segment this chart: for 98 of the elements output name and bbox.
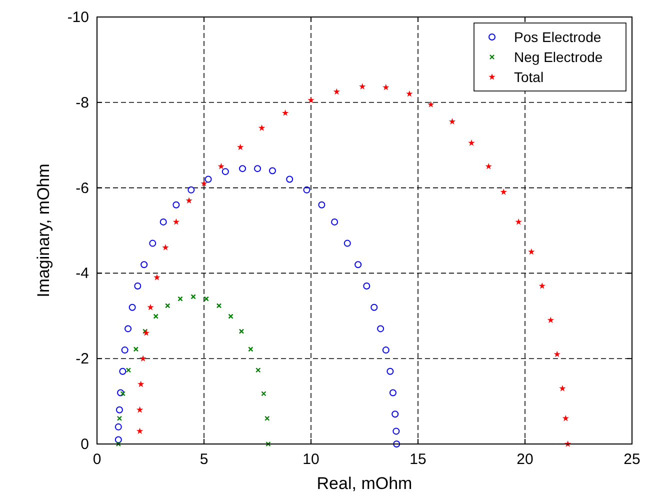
x-tick-label: 15 — [410, 451, 426, 468]
point — [392, 410, 399, 418]
point — [266, 441, 271, 447]
point — [393, 440, 400, 448]
point — [256, 368, 261, 373]
point — [318, 201, 326, 208]
y-tick-label: -4 — [76, 265, 89, 282]
point — [427, 101, 434, 108]
y-tick-label: -2 — [76, 350, 89, 368]
point — [392, 428, 400, 435]
point — [114, 436, 122, 444]
point — [254, 165, 261, 172]
point — [562, 414, 570, 422]
point — [333, 88, 340, 95]
point — [485, 162, 492, 170]
point — [500, 188, 507, 195]
point — [136, 406, 144, 413]
point — [389, 389, 396, 396]
point — [204, 176, 212, 183]
point — [354, 261, 362, 268]
point — [370, 304, 378, 311]
point — [264, 416, 270, 421]
point — [140, 355, 146, 362]
point — [121, 346, 128, 354]
point — [138, 380, 144, 388]
point — [359, 83, 366, 90]
legend-label: Total — [514, 69, 544, 85]
point — [554, 350, 560, 358]
y-tick-label: -6 — [76, 180, 89, 197]
point — [200, 180, 208, 186]
point — [377, 325, 384, 332]
point — [515, 218, 522, 225]
point — [248, 346, 254, 352]
point — [216, 303, 222, 308]
x-tick-label: 5 — [200, 451, 208, 468]
point — [178, 296, 183, 302]
point — [149, 240, 156, 247]
point — [204, 296, 209, 302]
point — [117, 389, 124, 396]
point — [116, 416, 122, 421]
point — [172, 201, 180, 208]
y-tick-label: -8 — [76, 94, 89, 112]
legend-label: Pos Electrode — [514, 29, 602, 45]
point — [363, 282, 370, 290]
point — [308, 96, 314, 104]
point — [303, 186, 310, 194]
point — [261, 391, 266, 396]
legend-label: Neg Electrode — [514, 49, 603, 65]
y-axis-title: Imaginary, mOhm — [34, 164, 53, 298]
point — [124, 325, 132, 332]
point — [268, 167, 276, 174]
x-tick-label: 25 — [624, 451, 640, 468]
point — [120, 391, 126, 396]
point — [238, 328, 244, 334]
point — [165, 303, 170, 308]
point — [344, 240, 351, 247]
point — [172, 218, 180, 225]
x-axis-title: Real, mOhm — [316, 474, 412, 493]
point — [538, 282, 546, 289]
point — [382, 84, 390, 90]
point — [126, 368, 132, 373]
point — [136, 428, 144, 434]
point — [133, 346, 139, 352]
point — [386, 368, 394, 375]
point — [160, 218, 167, 226]
point — [147, 304, 154, 310]
x-tick-label: 0 — [92, 451, 102, 468]
point — [239, 165, 246, 172]
point — [331, 218, 338, 226]
y-tick-label: 0 — [80, 436, 89, 453]
point — [286, 176, 294, 183]
point — [162, 244, 169, 250]
point — [237, 144, 244, 150]
point — [448, 118, 456, 124]
point — [547, 316, 554, 324]
point — [559, 384, 566, 392]
point — [218, 162, 224, 170]
point — [128, 304, 136, 311]
point — [154, 274, 160, 280]
point — [153, 314, 158, 319]
point — [134, 282, 142, 290]
point — [222, 168, 229, 176]
point — [186, 197, 192, 204]
point — [468, 139, 475, 146]
point — [116, 406, 123, 414]
point — [228, 314, 234, 319]
point — [282, 110, 289, 116]
point — [140, 261, 148, 268]
point — [119, 368, 126, 375]
point — [188, 186, 195, 194]
point — [382, 346, 390, 354]
x-tick-label: 10 — [302, 451, 320, 468]
y-tick-label: -10 — [67, 9, 89, 26]
point — [116, 441, 121, 447]
point — [258, 124, 266, 131]
x-tick-label: 20 — [516, 451, 534, 468]
point — [114, 423, 122, 430]
point — [190, 294, 196, 300]
